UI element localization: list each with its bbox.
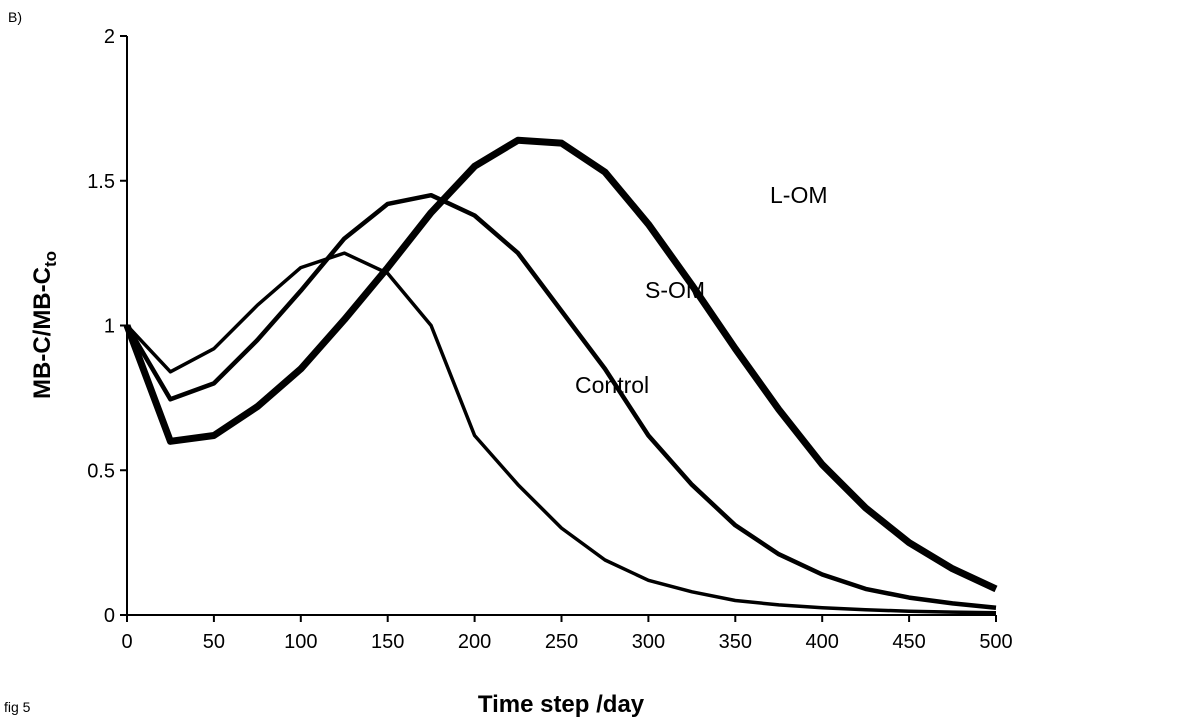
y-axis-title-main: MB-C/MB-C [29, 267, 56, 399]
y-tick-label: 2 [104, 26, 115, 48]
y-tick-label: 1 [104, 316, 115, 338]
x-tick-label: 500 [979, 631, 1012, 653]
y-axis-title-sub: to [41, 251, 60, 267]
x-tick-label: 50 [203, 631, 225, 653]
y-tick-label: 0 [104, 605, 115, 627]
series-line [125, 251, 997, 615]
x-tick-label: 450 [892, 631, 925, 653]
x-tick-label: 200 [458, 631, 491, 653]
panel-label: B) [8, 9, 22, 25]
y-axis-title: MB-C/MB-Cto [29, 251, 60, 399]
y-tick-label: 1.5 [87, 171, 115, 193]
x-tick-label: 300 [632, 631, 665, 653]
x-tick-label: 350 [719, 631, 752, 653]
figure-label: fig 5 [4, 699, 31, 715]
x-tick-label: 250 [545, 631, 578, 653]
x-axis-title: Time step /day [478, 691, 645, 718]
y-tick-label: 0.5 [87, 460, 115, 482]
x-tick-label: 0 [121, 631, 132, 653]
x-tick-label: 100 [284, 631, 317, 653]
series-line [125, 192, 997, 611]
x-tick-label: 400 [806, 631, 839, 653]
series-label: L-OM [770, 182, 828, 208]
series-line [123, 136, 998, 593]
x-tick-label: 150 [371, 631, 404, 653]
